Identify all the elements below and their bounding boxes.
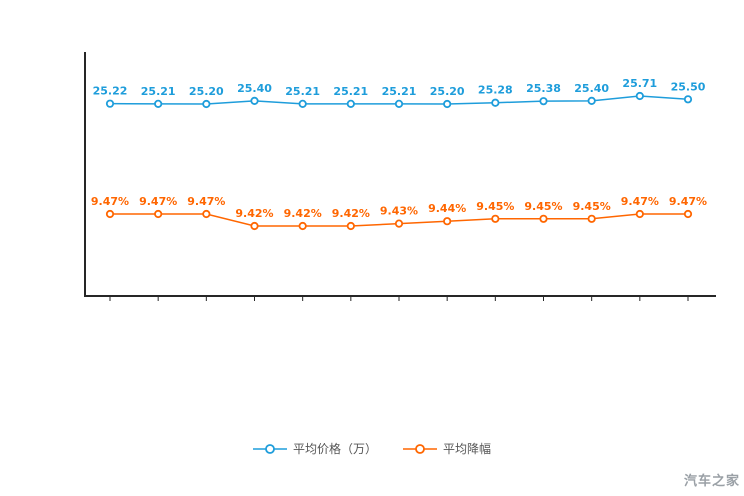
svg-text:25.20: 25.20 [430,85,465,98]
line-marker-icon [403,443,437,454]
svg-text:9.42%: 9.42% [332,207,370,220]
line-marker-icon [252,443,287,454]
svg-text:9.47%: 9.47% [187,195,225,208]
svg-text:9.44%: 9.44% [428,202,466,215]
svg-text:9.43%: 9.43% [380,205,418,218]
svg-text:9.47%: 9.47% [91,195,129,208]
chart-legend: 平均价格（万） 平均降幅 [0,440,744,457]
legend-label-average-discount: 平均降幅 [443,442,492,456]
svg-text:25.71: 25.71 [622,77,657,90]
svg-text:25.50: 25.50 [671,80,706,93]
svg-text:9.47%: 9.47% [669,195,707,208]
svg-text:9.42%: 9.42% [235,207,273,220]
svg-text:25.21: 25.21 [285,85,320,98]
watermark-logo: 汽车之家 [683,474,740,489]
svg-text:9.47%: 9.47% [139,195,177,208]
svg-text:25.28: 25.28 [478,84,513,97]
svg-text:9.47%: 9.47% [621,195,659,208]
svg-text:25.20: 25.20 [189,85,224,98]
legend-item-average-discount[interactable]: 平均降幅 [403,440,491,457]
svg-text:25.21: 25.21 [382,85,417,98]
svg-text:9.45%: 9.45% [476,200,514,213]
svg-text:9.45%: 9.45% [573,200,611,213]
svg-text:9.42%: 9.42% [284,207,322,220]
legend-label-average-price: 平均价格（万） [292,442,377,456]
svg-text:9.45%: 9.45% [524,200,562,213]
legend-item-average-price[interactable]: 平均价格（万） [252,440,377,457]
svg-text:25.21: 25.21 [141,85,176,98]
svg-text:25.22: 25.22 [93,85,128,98]
svg-text:25.38: 25.38 [526,82,561,95]
svg-text:25.40: 25.40 [237,82,272,95]
svg-text:25.40: 25.40 [574,82,609,95]
svg-text:25.21: 25.21 [333,85,368,98]
